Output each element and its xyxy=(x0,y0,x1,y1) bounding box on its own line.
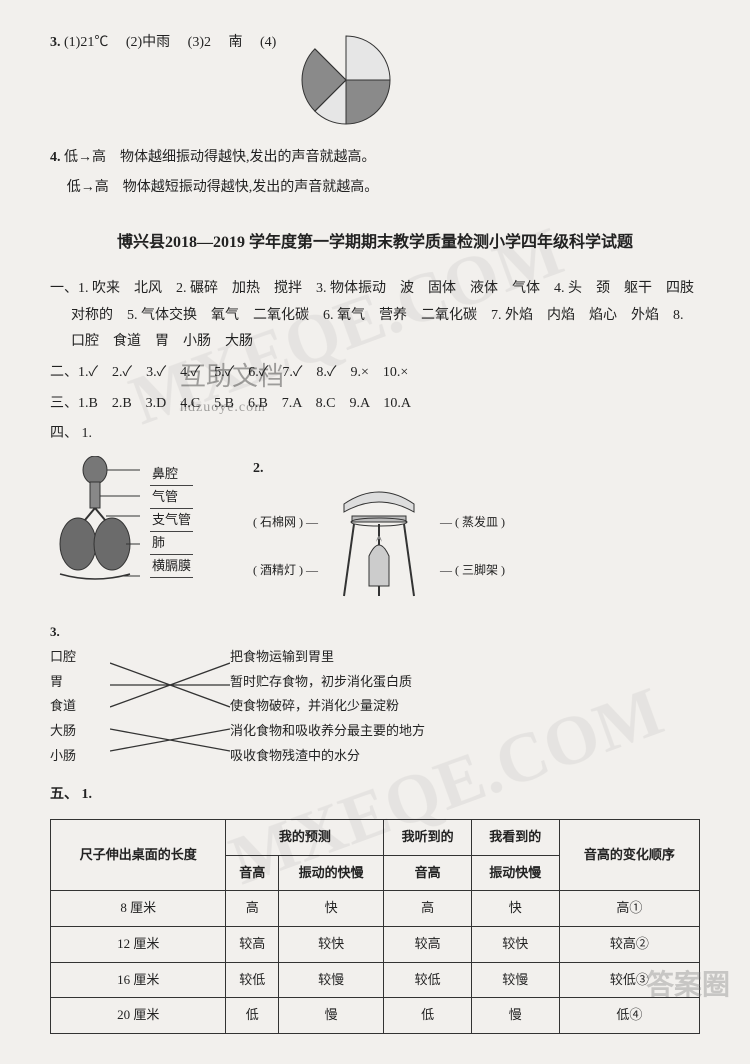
app-label: 酒精灯 xyxy=(260,563,296,577)
match-lines xyxy=(110,652,230,762)
th: 音高的变化顺序 xyxy=(559,820,699,891)
table-cell: 较慢 xyxy=(471,962,559,998)
table-cell: 较慢 xyxy=(279,962,384,998)
table-cell: 16 厘米 xyxy=(51,962,226,998)
table-cell: 高① xyxy=(559,891,699,927)
match-left-item: 大肠 xyxy=(50,719,110,744)
section-3: 三、1.B 2.B 3.D 4.C 5.B 6.B 7.A 8.C 9.A 10… xyxy=(50,391,700,418)
paren: ) xyxy=(501,563,505,577)
match-left-item: 小肠 xyxy=(50,744,110,769)
sec5-prefix: 五、 xyxy=(50,787,78,802)
table-row: 20 厘米低慢低慢低④ xyxy=(51,998,700,1034)
table-cell: 慢 xyxy=(279,998,384,1034)
table-cell: 慢 xyxy=(471,998,559,1034)
paper-title: 博兴县2018—2019 学年度第一学期期末教学质量检测小学四年级科学试题 xyxy=(50,228,700,258)
resp-label: 横膈膜 xyxy=(150,555,193,578)
respiratory-svg xyxy=(50,456,140,586)
table-cell: 20 厘米 xyxy=(51,998,226,1034)
table-cell: 较高② xyxy=(559,927,699,963)
corner-mark: 答案圈 xyxy=(646,959,730,1012)
table-row: 12 厘米较高较快较高较快较高② xyxy=(51,927,700,963)
table-cell: 低 xyxy=(226,998,279,1034)
match-right-item: 把食物运输到胃里 xyxy=(230,645,490,670)
th: 振动快慢 xyxy=(471,855,559,891)
paren: ) xyxy=(299,515,303,529)
app-label: 石棉网 xyxy=(260,515,296,529)
th: 音高 xyxy=(384,855,472,891)
sec2-prefix: 二、 xyxy=(50,365,78,380)
question-4: 4. 低→高 物体越细振动得越快,发出的声音就越高。 xyxy=(50,145,700,172)
table-cell: 低 xyxy=(384,998,472,1034)
table-cell: 较快 xyxy=(279,927,384,963)
table-row: 8 厘米高快高快高① xyxy=(51,891,700,927)
table-cell: 8 厘米 xyxy=(51,891,226,927)
table-cell: 较高 xyxy=(226,927,279,963)
paren: ) xyxy=(501,515,505,529)
q3-part: (2)中雨 xyxy=(126,35,170,50)
ruler-table: 尺子伸出桌面的长度 我的预测 我听到的 我看到的 音高的变化顺序 音高 振动的快… xyxy=(50,819,700,1034)
match-right-item: 消化食物和吸收养分最主要的地方 xyxy=(230,719,490,744)
section-5: 五、 1. xyxy=(50,782,700,809)
resp-label: 肺 xyxy=(150,532,193,555)
paren: ( xyxy=(455,515,459,529)
q3-part: 南 xyxy=(228,35,242,50)
th: 音高 xyxy=(226,855,279,891)
figure-apparatus: 2. ( 石棉网 ) — ( 酒精灯 ) — xyxy=(253,456,505,607)
app-label: 三脚架 xyxy=(462,563,498,577)
q4-line: 低→高 物体越细振动得越快,发出的声音就越高。 xyxy=(64,150,376,165)
sec5-num: 1. xyxy=(82,787,93,802)
figure-respiratory: 鼻腔 气管 支气管 肺 横膈膜 xyxy=(50,456,193,586)
section-1: 一、1. 吹来 北风 2. 碾碎 加热 搅拌 3. 物体振动 波 固体 液体 气… xyxy=(50,276,700,356)
match-right-item: 吸收食物残渣中的水分 xyxy=(230,744,490,769)
match-left-item: 食道 xyxy=(50,694,110,719)
paren: ( xyxy=(455,563,459,577)
question-3: 3. (1)21℃ (2)中雨 (3)2 南 (4) xyxy=(50,30,700,141)
table-cell: 快 xyxy=(279,891,384,927)
sec4-prefix: 四、 xyxy=(50,426,78,441)
paren: ) xyxy=(299,563,303,577)
table-cell: 较快 xyxy=(471,927,559,963)
pie-chart xyxy=(296,30,396,141)
th: 我看到的 xyxy=(471,820,559,856)
q4-line2: 低→高 物体越短振动得越快,发出的声音就越高。 xyxy=(50,175,700,202)
q3-part: (4) xyxy=(260,35,276,50)
sec1-prefix: 一、 xyxy=(50,281,78,296)
table-cell: 12 厘米 xyxy=(51,927,226,963)
q3-part: (1)21℃ xyxy=(64,35,108,50)
table-cell: 较低 xyxy=(226,962,279,998)
q4-prefix: 4. xyxy=(50,150,61,165)
table-cell: 较低 xyxy=(384,962,472,998)
respiratory-labels: 鼻腔 气管 支气管 肺 横膈膜 xyxy=(150,463,193,578)
apparatus-svg xyxy=(324,486,434,606)
section-4: 四、 1. xyxy=(50,421,700,448)
table-cell: 较高 xyxy=(384,927,472,963)
table-cell: 高 xyxy=(384,891,472,927)
q3-part: (3)2 xyxy=(188,35,211,50)
match-left-item: 胃 xyxy=(50,670,110,695)
resp-label: 鼻腔 xyxy=(150,463,193,486)
th: 我的预测 xyxy=(226,820,384,856)
table-row: 16 厘米较低较慢较低较慢较低③ xyxy=(51,962,700,998)
match-right-item: 使食物破碎，并消化少量淀粉 xyxy=(230,694,490,719)
fig2-num: 2. xyxy=(253,461,264,476)
match-left-item: 口腔 xyxy=(50,645,110,670)
th: 我听到的 xyxy=(384,820,472,856)
resp-label: 气管 xyxy=(150,486,193,509)
match-section: 3. 口腔胃食道大肠小肠 把食物运输到胃里暂时贮存食物，初步消化蛋白质使食物破碎… xyxy=(50,620,700,768)
match-right-item: 暂时贮存食物，初步消化蛋白质 xyxy=(230,670,490,695)
sec3-prefix: 三、 xyxy=(50,396,78,411)
table-cell: 高 xyxy=(226,891,279,927)
q3-prefix: 3. xyxy=(50,35,61,50)
th: 尺子伸出桌面的长度 xyxy=(51,820,226,891)
th: 振动的快慢 xyxy=(279,855,384,891)
fig1-num: 1. xyxy=(82,426,93,441)
paren: ( xyxy=(253,515,257,529)
resp-label: 支气管 xyxy=(150,509,193,532)
table-cell: 快 xyxy=(471,891,559,927)
match-num: 3. xyxy=(50,624,60,639)
section-2: 二、1.✓ 2.✓ 3.✓ 4.✓ 5.✓ 6.✓ 7.✓ 8.✓ 9.× 10… xyxy=(50,360,700,387)
app-label: 蒸发皿 xyxy=(462,515,498,529)
paren: ( xyxy=(253,563,257,577)
